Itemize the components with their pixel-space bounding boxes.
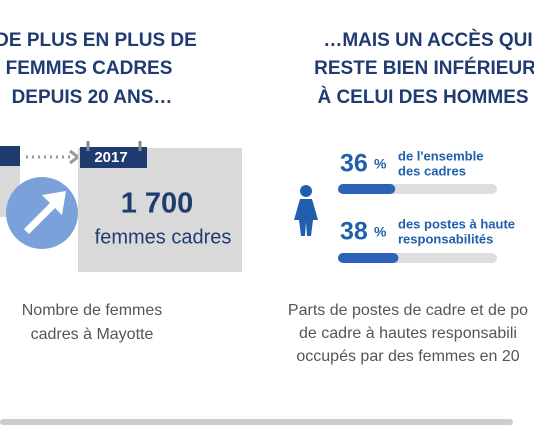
bar: [338, 253, 399, 263]
right-caption: de cadre à hautes responsabili: [299, 325, 517, 342]
calendar-body: [78, 148, 242, 272]
stat-label: de l'ensemble: [398, 148, 483, 163]
calendar-header: [80, 147, 147, 168]
count-label: femmes cadres: [95, 226, 232, 248]
right-caption: occupés par des femmes en 20: [296, 348, 519, 365]
count: 1 700: [121, 188, 194, 220]
percent-unit: %: [374, 224, 387, 240]
stat-label: des cadres: [398, 163, 466, 178]
left-title: DEPUIS 20 ANS…: [12, 87, 173, 108]
stat-label: des postes à haute: [398, 216, 515, 231]
percent-value: 38: [340, 218, 368, 246]
woman-icon: [294, 185, 318, 236]
percent-unit: %: [374, 156, 387, 172]
growth-arrow: [24, 191, 66, 234]
left-caption: cadres à Mayotte: [31, 326, 154, 343]
left-title: FEMMES CADRES: [6, 58, 173, 79]
stat-label: responsabilités: [398, 231, 493, 246]
right-title: …MAIS UN ACCÈS QUI: [323, 29, 532, 51]
left-caption: Nombre de femmes: [22, 302, 163, 319]
bar: [338, 184, 396, 194]
left-title: DE PLUS EN PLUS DE: [0, 30, 197, 51]
arrow-head: [69, 149, 81, 165]
percent-value: 36: [340, 150, 368, 178]
old-calendar-header: [0, 146, 20, 166]
right-title: À CELUI DES HOMMES: [317, 86, 528, 108]
year: 2017: [94, 149, 127, 166]
right-caption: Parts de postes de cadre et de po: [288, 302, 528, 319]
scrollbar[interactable]: [0, 419, 513, 425]
right-title: RESTE BIEN INFÉRIEUR: [314, 57, 534, 79]
